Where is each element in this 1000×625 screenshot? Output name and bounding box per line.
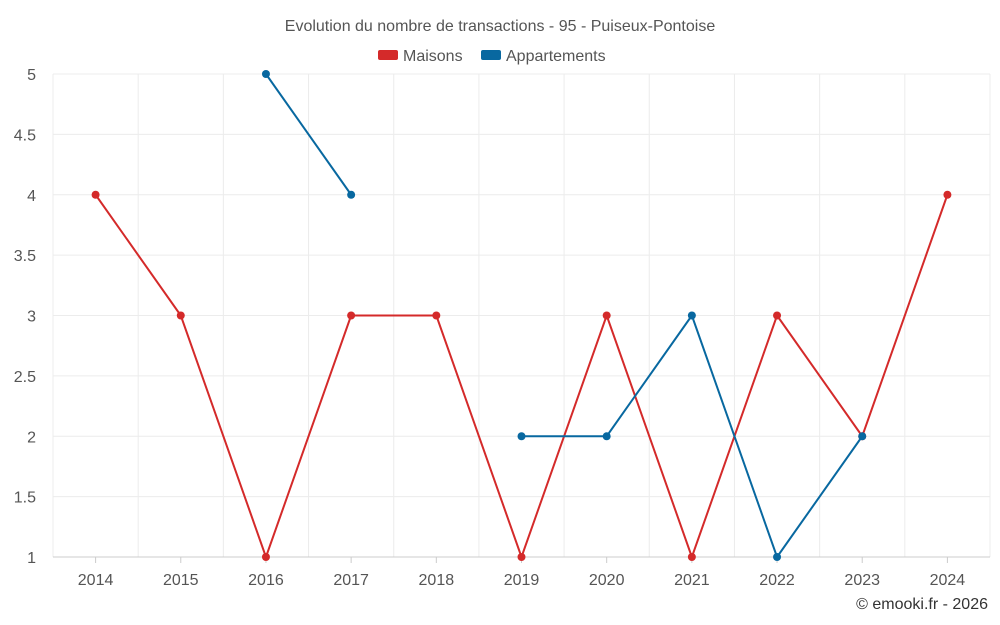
x-tick-label: 2018 (419, 572, 455, 589)
data-point-appartements[interactable] (261, 70, 270, 78)
data-point-appartements[interactable] (517, 432, 526, 441)
data-point-maisons[interactable] (687, 553, 696, 561)
data-point-maisons[interactable] (517, 553, 526, 561)
data-point-maisons[interactable] (261, 553, 270, 561)
x-tick-label: 2017 (333, 572, 369, 589)
series-group (91, 70, 952, 561)
legend[interactable]: Maisons Appartements (378, 48, 606, 65)
x-tick-label: 2022 (759, 572, 795, 589)
chart-title: Evolution du nombre de transactions - 95… (285, 18, 716, 35)
data-point-appartements[interactable] (602, 432, 611, 441)
data-point-maisons[interactable] (432, 311, 441, 320)
legend-label-appartements[interactable]: Appartements (506, 48, 606, 65)
x-tick-label: 2014 (78, 572, 114, 589)
y-tick-label: 4.5 (14, 127, 36, 144)
x-axis-ticks: 2014 2015 2016 2017 2018 2019 2020 2021 2022 2023… (78, 557, 966, 589)
data-point-maisons[interactable] (91, 190, 100, 199)
data-point-appartements[interactable] (347, 190, 356, 199)
y-tick-label: 3.5 (14, 248, 36, 265)
x-tick-label: 2024 (930, 572, 966, 589)
series-line-appartements (265, 73, 352, 196)
y-tick-label: 3 (27, 309, 36, 326)
x-tick-label: 2023 (844, 572, 880, 589)
x-tick-label: 2015 (163, 572, 199, 589)
y-tick-label: 2.5 (14, 369, 36, 386)
data-point-maisons[interactable] (347, 311, 356, 320)
y-tick-label: 1.5 (14, 490, 36, 507)
x-tick-label: 2016 (248, 572, 284, 589)
x-tick-label: 2019 (504, 572, 540, 589)
data-point-appartements[interactable] (858, 432, 867, 441)
credit-text: © emooki.fr - 2026 (856, 596, 988, 613)
data-point-maisons[interactable] (176, 311, 185, 320)
data-point-maisons[interactable] (773, 311, 782, 320)
legend-swatch-appartements (481, 50, 501, 60)
data-point-appartements[interactable] (773, 553, 782, 561)
data-point-maisons[interactable] (602, 311, 611, 320)
y-tick-label: 1 (27, 550, 36, 567)
legend-label-maisons[interactable]: Maisons (403, 48, 463, 65)
x-tick-label: 2021 (674, 572, 710, 589)
legend-swatch-maisons (378, 50, 398, 60)
y-tick-label: 4 (27, 188, 36, 205)
data-point-appartements[interactable] (687, 311, 696, 320)
x-tick-label: 2020 (589, 572, 625, 589)
data-point-maisons[interactable] (943, 190, 952, 199)
grid (52, 73, 991, 558)
y-tick-label: 2 (27, 429, 36, 446)
y-axis-ticks: 1 1.5 2 2.5 3 3.5 4 4.5 5 (14, 67, 36, 567)
y-tick-label: 5 (27, 67, 36, 84)
